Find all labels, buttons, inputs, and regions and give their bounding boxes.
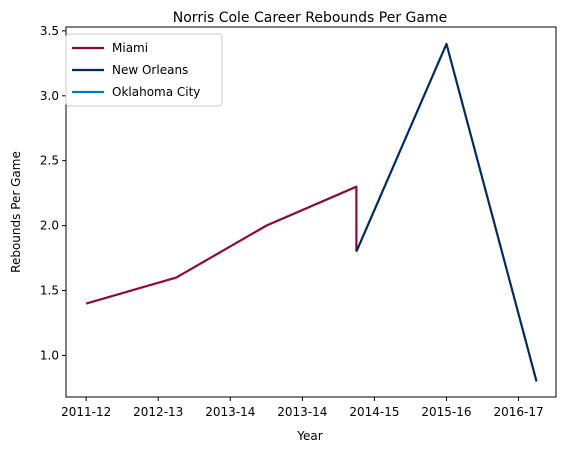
x-axis-title: Year bbox=[296, 429, 322, 443]
x-tick-label: 2015-16 bbox=[421, 405, 471, 419]
series-line-new-orleans bbox=[355, 42, 538, 382]
y-tick-label: 2.0 bbox=[40, 219, 59, 233]
legend-label: Oklahoma City bbox=[112, 85, 200, 99]
legend-label: Miami bbox=[112, 41, 148, 55]
legend: Miami New Orleans Oklahoma City bbox=[65, 33, 223, 107]
x-axis: 2011-12 2012-13 2013-14 2013-14 2014-15 2015-… bbox=[61, 397, 544, 419]
plot-frame bbox=[65, 26, 557, 398]
x-tick-label: 2016-17 bbox=[493, 405, 543, 419]
x-tick-label: 2011-12 bbox=[61, 405, 111, 419]
y-tick-label: 1.0 bbox=[40, 348, 59, 362]
y-tick-label: 3.5 bbox=[40, 24, 59, 38]
x-tick-label: 2013-14 bbox=[205, 405, 255, 419]
y-tick-label: 1.5 bbox=[40, 284, 59, 298]
y-tick-label: 3.0 bbox=[40, 89, 59, 103]
legend-label: New Orleans bbox=[112, 63, 188, 77]
y-axis-title: Rebounds Per Game bbox=[9, 151, 23, 273]
x-tick-label: 2013-14 bbox=[277, 405, 327, 419]
x-tick-label: 2014-15 bbox=[349, 405, 399, 419]
chart-title: Norris Cole Career Rebounds Per Game bbox=[173, 10, 447, 26]
series-layer bbox=[85, 42, 538, 382]
series-line-miami bbox=[85, 185, 358, 305]
legend-frame bbox=[65, 33, 223, 107]
y-tick-label: 2.5 bbox=[40, 154, 59, 168]
y-axis: 1.0 1.5 2.0 2.5 3.0 3.5 bbox=[40, 24, 66, 362]
x-tick-label: 2012-13 bbox=[133, 405, 183, 419]
plot-area: 1.0 1.5 2.0 2.5 3.0 3.5 2011-12 2012-13 2013-14… bbox=[40, 24, 557, 419]
